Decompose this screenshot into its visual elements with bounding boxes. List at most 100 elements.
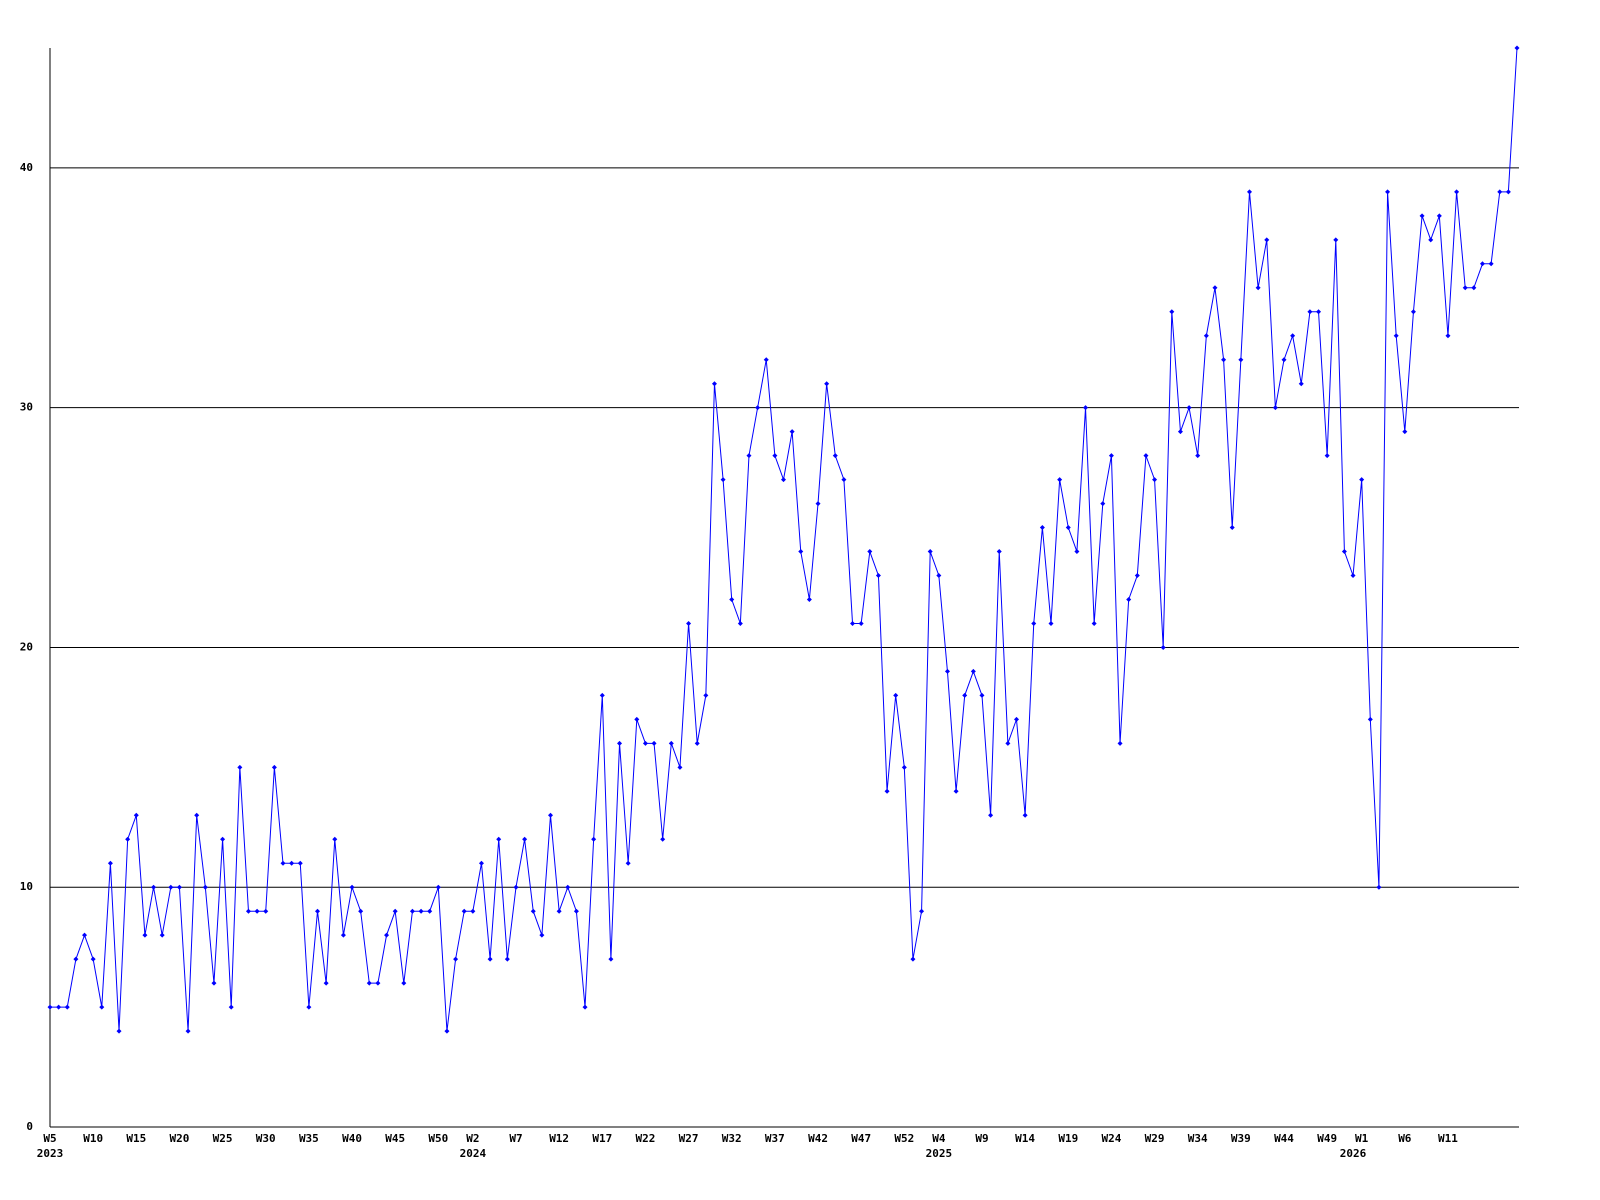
point-marker	[781, 477, 786, 483]
point-marker	[858, 620, 864, 626]
point-marker	[634, 716, 640, 722]
point-marker	[1152, 477, 1158, 483]
point-marker	[591, 836, 597, 842]
point-marker	[1108, 453, 1114, 459]
point-marker	[384, 932, 390, 938]
point-marker	[409, 908, 415, 914]
point-marker	[1316, 309, 1322, 315]
point-marker	[1428, 237, 1434, 243]
y-tick-label: 40	[20, 161, 33, 174]
point-marker	[884, 788, 890, 794]
point-marker	[875, 573, 881, 579]
point-marker	[478, 860, 484, 866]
point-marker	[47, 1004, 53, 1010]
x-year-label: 2025	[926, 1147, 953, 1160]
point-marker	[772, 453, 778, 459]
x-tick-label: W2	[466, 1132, 479, 1145]
point-marker	[375, 980, 381, 986]
point-marker	[487, 956, 493, 962]
point-marker	[1324, 453, 1330, 459]
point-marker	[1160, 644, 1166, 650]
point-marker	[1074, 549, 1080, 555]
x-tick-label: W15	[126, 1132, 146, 1145]
point-marker	[99, 1004, 105, 1010]
point-marker	[56, 1004, 62, 1010]
point-marker	[1462, 285, 1468, 291]
point-marker	[1341, 549, 1347, 555]
point-marker	[194, 812, 200, 818]
point-marker	[1117, 740, 1123, 746]
point-marker	[755, 405, 761, 411]
point-marker	[1505, 189, 1511, 195]
point-marker	[1143, 453, 1149, 459]
y-tick-label: 10	[20, 880, 33, 893]
point-marker	[1065, 525, 1071, 531]
point-marker	[737, 620, 743, 626]
x-tick-label: W24	[1101, 1132, 1121, 1145]
x-tick-label: W11	[1438, 1132, 1458, 1145]
point-marker	[746, 453, 752, 459]
x-tick-label: W12	[549, 1132, 569, 1145]
x-tick-label: W45	[385, 1132, 405, 1145]
point-marker	[1393, 333, 1399, 339]
x-year-label: 2023	[37, 1147, 64, 1160]
point-marker	[64, 1004, 70, 1010]
point-marker	[1031, 620, 1037, 626]
point-marker	[893, 692, 899, 698]
x-tick-label: W34	[1188, 1132, 1208, 1145]
point-marker	[340, 932, 346, 938]
point-marker	[625, 860, 631, 866]
point-marker	[297, 860, 303, 866]
point-marker	[530, 908, 536, 914]
point-marker	[1272, 405, 1278, 411]
point-marker	[668, 740, 674, 746]
point-marker	[522, 836, 528, 842]
point-marker	[1445, 333, 1451, 339]
point-marker	[556, 908, 562, 914]
point-marker	[1022, 812, 1028, 818]
x-tick-label: W39	[1231, 1132, 1251, 1145]
point-marker	[1126, 596, 1132, 602]
point-marker	[280, 860, 286, 866]
point-marker	[1419, 213, 1425, 219]
point-marker	[979, 692, 985, 698]
x-tick-label: W40	[342, 1132, 362, 1145]
point-marker	[496, 836, 502, 842]
point-marker	[1471, 285, 1477, 291]
point-marker	[1281, 357, 1287, 363]
point-marker	[936, 573, 942, 579]
point-marker	[1229, 525, 1235, 531]
point-marker	[245, 908, 251, 914]
point-marker	[168, 884, 174, 890]
x-year-label: 2024	[460, 1147, 487, 1160]
point-marker	[962, 692, 968, 698]
point-marker	[694, 740, 700, 746]
y-tick-label: 20	[20, 640, 33, 653]
point-marker	[1221, 357, 1227, 363]
point-marker	[401, 980, 407, 986]
point-marker	[176, 884, 182, 890]
point-marker	[970, 668, 976, 674]
point-marker	[1255, 285, 1261, 291]
point-marker	[504, 956, 510, 962]
point-marker	[539, 932, 545, 938]
point-marker	[1238, 357, 1244, 363]
point-marker	[1048, 620, 1054, 626]
point-marker	[332, 836, 338, 842]
point-marker	[996, 549, 1002, 555]
point-marker	[513, 884, 519, 890]
point-marker	[263, 908, 269, 914]
point-marker	[944, 668, 950, 674]
point-marker	[1246, 189, 1252, 195]
point-marker	[289, 860, 295, 866]
x-tick-label: W6	[1398, 1132, 1412, 1145]
point-marker	[1307, 309, 1313, 315]
point-marker	[315, 908, 321, 914]
point-marker	[444, 1028, 450, 1034]
point-marker	[1195, 453, 1201, 459]
point-marker	[107, 860, 113, 866]
x-tick-label: W37	[765, 1132, 785, 1145]
point-marker	[461, 908, 467, 914]
point-marker	[1454, 189, 1460, 195]
point-marker	[582, 1004, 588, 1010]
